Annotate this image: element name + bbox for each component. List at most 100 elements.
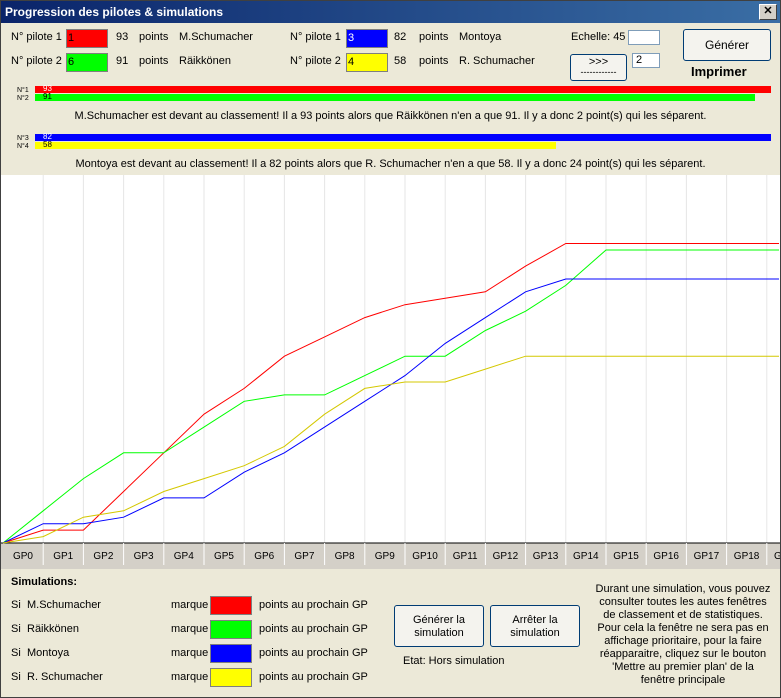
x-tick-label: GP17: [694, 551, 720, 562]
x-tick-label: GP12: [493, 551, 519, 562]
page-input[interactable]: 2: [632, 53, 660, 68]
points-bar-3: 82: [35, 132, 771, 141]
x-tick-label: GP10: [412, 551, 438, 562]
x-tick-label: GP15: [613, 551, 639, 562]
c1-pilot1-name: M.Schumacher: [179, 31, 253, 43]
c1-pilot2-points: 91: [116, 55, 129, 67]
info-line: fenêtre principale: [640, 674, 726, 686]
simulation-info-text: Durant une simulation, vous pouvez consul…: [588, 583, 778, 687]
info-line: Durant une simulation, vous pouvez: [595, 583, 771, 595]
sim-row-points-input[interactable]: [210, 596, 252, 615]
c2-pilot2-unit: points: [419, 55, 449, 67]
x-tick-label: GP5: [214, 551, 234, 562]
x-tick-label: GP1: [53, 551, 73, 562]
simulation-state: Etat: Hors simulation: [403, 655, 505, 667]
simulations-heading: Simulations:: [11, 576, 78, 588]
points-bar-4: 58: [35, 140, 556, 149]
chart-svg: GP0 GP1 GP2 GP3 GP4 GP5 GP6 GP7 GP8 GP9 GP10 GP11 GP…: [1, 175, 781, 569]
c1-pilot1-swatch[interactable]: 1: [66, 29, 108, 48]
sim-row-suffix: points au prochain GP: [259, 647, 368, 659]
c2-pilot2-swatch[interactable]: 4: [346, 53, 388, 72]
sim-row-verb: marque: [171, 671, 209, 683]
sim-row-verb: marque: [171, 623, 209, 635]
c1-pilot2-code: 6: [68, 56, 75, 68]
generate-button[interactable]: Générer: [683, 29, 771, 61]
generate-simulation-line1: Générer la: [413, 614, 465, 626]
generate-simulation-button[interactable]: Générer la simulation: [394, 605, 484, 647]
points-bar-2: 91: [35, 92, 755, 101]
sim-row-pilot-name: M.Schumacher: [27, 599, 101, 611]
c2-pilot2-label: N° pilote 2: [290, 55, 341, 67]
bar-tag-1: N°1: [17, 87, 29, 94]
next-button[interactable]: >>> ------------: [570, 54, 627, 81]
x-tick-label: GP18: [734, 551, 760, 562]
progression-chart: GP0 GP1 GP2 GP3 GP4 GP5 GP6 GP7 GP8 GP9 GP10 GP11 GP…: [1, 175, 781, 569]
x-tick-label: GP6: [254, 551, 274, 562]
c1-pilot2-name: Räikkönen: [179, 55, 231, 67]
stop-simulation-button[interactable]: Arrêter la simulation: [490, 605, 580, 647]
close-button[interactable]: ✕: [759, 4, 777, 20]
scale-label: Echelle: 45: [571, 31, 626, 43]
x-tick-label: GP4: [174, 551, 194, 562]
c1-pilot1-label: N° pilote 1: [11, 31, 62, 43]
sim-row-points-input[interactable]: [210, 644, 252, 663]
x-tick-label: GP16: [653, 551, 679, 562]
c2-pilot1-name: Montoya: [459, 31, 502, 43]
c1-pilot1-code: 1: [68, 32, 75, 44]
bar-value-3: 82: [43, 132, 52, 141]
c2-pilot1-label: N° pilote 1: [290, 31, 341, 43]
sim-row-prefix: Si: [11, 623, 21, 635]
simulations-panel: Simulations: Si M.Schumacher marque points …: [1, 569, 780, 697]
points-bar-1: 93: [35, 84, 771, 93]
x-tick-label: GP9: [375, 551, 395, 562]
sim-row-prefix: Si: [11, 647, 21, 659]
generate-simulation-line2: simulation: [414, 627, 464, 639]
x-tick-label: GP14: [573, 551, 599, 562]
sim-row-pilot-name: Räikkönen: [27, 623, 79, 635]
c1-pilot2-label: N° pilote 2: [11, 55, 62, 67]
c2-pilot1-points: 82: [394, 31, 407, 43]
sim-row-points-input[interactable]: [210, 620, 252, 639]
c1-pilot1-unit: points: [139, 31, 169, 43]
sim-row-prefix: Si: [11, 671, 21, 683]
x-tick-label: GP3: [134, 551, 154, 562]
c2-pilot1-code: 3: [348, 32, 355, 44]
c2-pilot2-points: 58: [394, 55, 407, 67]
info-line: Pour cela la fenêtre ne sera pas en: [597, 622, 769, 634]
bar-value-4: 58: [43, 140, 52, 149]
c2-pilot2-code: 4: [348, 56, 355, 68]
sim-row-points-input[interactable]: [210, 668, 252, 687]
sim-row-pilot-name: R. Schumacher: [27, 671, 103, 683]
c1-pilot2-swatch[interactable]: 6: [66, 53, 108, 72]
x-tick-label: GP7: [294, 551, 314, 562]
info-line: affichage prioritaire, pour la faire: [604, 635, 762, 647]
c1-pilot2-unit: points: [139, 55, 169, 67]
info-line: réapparaitre, cliquez sur le bouton: [599, 648, 767, 660]
scale-input[interactable]: [628, 30, 660, 45]
sim-row-suffix: points au prochain GP: [259, 671, 368, 683]
x-axis-band: [1, 543, 780, 569]
print-label[interactable]: Imprimer: [691, 64, 747, 79]
x-tick-label: GP2: [93, 551, 113, 562]
bar-tag-2: N°2: [17, 95, 29, 102]
info-line: 'Mettre au premier plan' de la: [612, 661, 754, 673]
series-line-1: [2, 243, 779, 544]
x-tick-label: GP8: [335, 551, 355, 562]
series-line-3: [2, 278, 779, 544]
series-line-4: [2, 355, 779, 544]
sim-row-suffix: points au prochain GP: [259, 623, 368, 635]
window-title: Progression des pilotes & simulations: [5, 5, 224, 19]
x-tick-label: GP19: [774, 551, 780, 562]
bar-value-2: 91: [43, 92, 52, 101]
sim-row-prefix: Si: [11, 599, 21, 611]
bar-value-1: 93: [43, 84, 52, 93]
next-button-label: >>>: [588, 56, 609, 68]
sim-row-pilot-name: Montoya: [27, 647, 70, 659]
bar-tag-3: N°3: [17, 135, 29, 142]
comparison1-message: M.Schumacher est devant au classement! I…: [74, 110, 707, 122]
c2-pilot1-swatch[interactable]: 3: [346, 29, 388, 48]
sim-row-verb: marque: [171, 599, 209, 611]
next-button-underline: ------------: [580, 67, 617, 77]
bar-tag-4: N°4: [17, 143, 29, 150]
